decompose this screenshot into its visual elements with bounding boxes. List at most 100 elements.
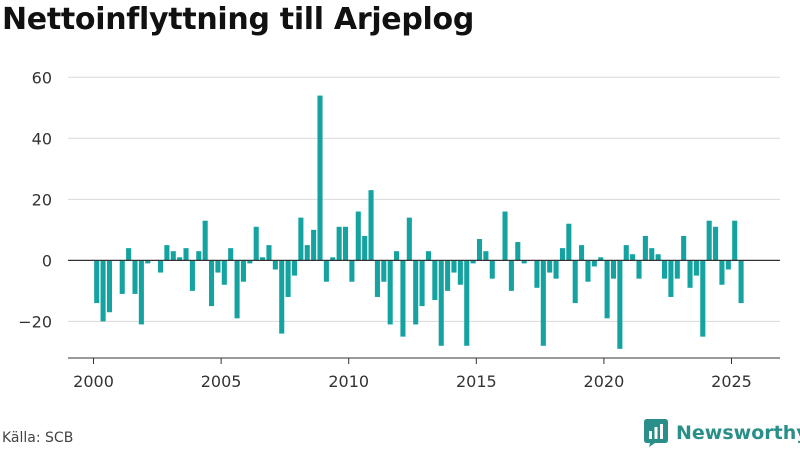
y-tick-label: 20 bbox=[32, 190, 52, 209]
bar bbox=[674, 260, 680, 279]
bar bbox=[189, 260, 195, 291]
bar bbox=[489, 260, 495, 279]
bar bbox=[406, 217, 412, 261]
x-tick-label: 2025 bbox=[711, 372, 752, 391]
x-axis: 2000 2005 2010 2015 2020 2025 bbox=[68, 259, 780, 391]
bar bbox=[355, 211, 361, 261]
bar bbox=[387, 260, 393, 325]
brand-logo: Newsworthy bbox=[644, 419, 800, 447]
bar bbox=[566, 223, 572, 261]
y-tick-label: 40 bbox=[32, 129, 52, 148]
bar bbox=[157, 260, 164, 273]
bar bbox=[234, 260, 240, 319]
bar bbox=[362, 235, 368, 261]
chart-title: Nettoinflyttning till Arjeplog bbox=[2, 2, 474, 37]
bar bbox=[655, 254, 661, 261]
bars bbox=[94, 95, 744, 349]
bar bbox=[445, 260, 451, 291]
bar bbox=[323, 260, 329, 282]
bar bbox=[572, 260, 578, 304]
bar bbox=[336, 226, 342, 261]
bar bbox=[636, 260, 642, 279]
bar bbox=[547, 260, 553, 273]
y-tick-label: 0 bbox=[42, 251, 52, 270]
bar bbox=[610, 260, 617, 279]
bar bbox=[145, 260, 151, 264]
x-tick-label: 2010 bbox=[328, 372, 369, 391]
bar bbox=[617, 260, 623, 349]
bar bbox=[502, 211, 508, 261]
bar bbox=[706, 220, 712, 261]
bar bbox=[94, 260, 100, 304]
bar bbox=[209, 260, 215, 307]
x-tick-label: 2000 bbox=[73, 372, 114, 391]
gridlines bbox=[68, 76, 780, 322]
bar bbox=[591, 260, 597, 267]
bar bbox=[164, 245, 170, 261]
bar bbox=[253, 226, 259, 261]
bar bbox=[579, 245, 585, 261]
bar bbox=[330, 257, 336, 261]
bar bbox=[260, 257, 266, 261]
bar bbox=[661, 260, 668, 279]
bar bbox=[687, 260, 693, 288]
bar bbox=[623, 245, 629, 261]
bar bbox=[713, 226, 719, 261]
bar bbox=[342, 226, 349, 261]
bar bbox=[425, 251, 432, 261]
bar bbox=[291, 260, 298, 276]
bar bbox=[470, 260, 476, 264]
bar bbox=[272, 260, 278, 270]
bar bbox=[681, 235, 687, 261]
x-tick-label: 2005 bbox=[201, 372, 242, 391]
bar bbox=[432, 260, 438, 301]
bar bbox=[368, 190, 374, 261]
bar bbox=[374, 260, 380, 297]
bar bbox=[177, 257, 183, 261]
bar bbox=[221, 260, 227, 285]
bar bbox=[438, 260, 444, 346]
bar bbox=[534, 260, 540, 288]
bar bbox=[279, 260, 285, 334]
bar bbox=[521, 260, 527, 264]
bar bbox=[394, 251, 400, 261]
bar bbox=[100, 260, 106, 322]
source-note: Källa: SCB bbox=[2, 430, 74, 446]
bar bbox=[630, 254, 636, 261]
x-tick-label: 2015 bbox=[456, 372, 497, 391]
bar bbox=[585, 260, 591, 282]
bar bbox=[738, 260, 744, 304]
bar bbox=[349, 260, 355, 282]
bar bbox=[304, 245, 310, 261]
bar bbox=[732, 220, 738, 261]
brand-name: Newsworthy bbox=[676, 422, 800, 444]
bar bbox=[240, 260, 246, 282]
bar bbox=[642, 235, 648, 261]
bar bbox=[311, 229, 317, 261]
x-tick-label: 2020 bbox=[584, 372, 625, 391]
bar bbox=[700, 260, 706, 337]
bar bbox=[649, 248, 655, 261]
bar bbox=[285, 260, 291, 297]
bar bbox=[381, 260, 387, 282]
bar bbox=[202, 220, 208, 261]
bar bbox=[598, 257, 604, 261]
bar bbox=[126, 248, 132, 261]
bar bbox=[508, 260, 514, 291]
y-tick-label: 60 bbox=[32, 68, 52, 87]
bar bbox=[138, 260, 144, 325]
bar bbox=[215, 260, 221, 273]
bar bbox=[476, 238, 483, 261]
bar bbox=[693, 260, 699, 276]
bar bbox=[457, 260, 463, 285]
bar bbox=[298, 217, 304, 261]
bar bbox=[483, 251, 489, 261]
bar bbox=[668, 260, 674, 297]
bar bbox=[106, 260, 113, 313]
y-tick-label: −20 bbox=[18, 312, 52, 331]
bar bbox=[132, 260, 138, 294]
bar bbox=[540, 260, 546, 346]
bar bbox=[604, 260, 610, 319]
bar bbox=[559, 248, 565, 261]
